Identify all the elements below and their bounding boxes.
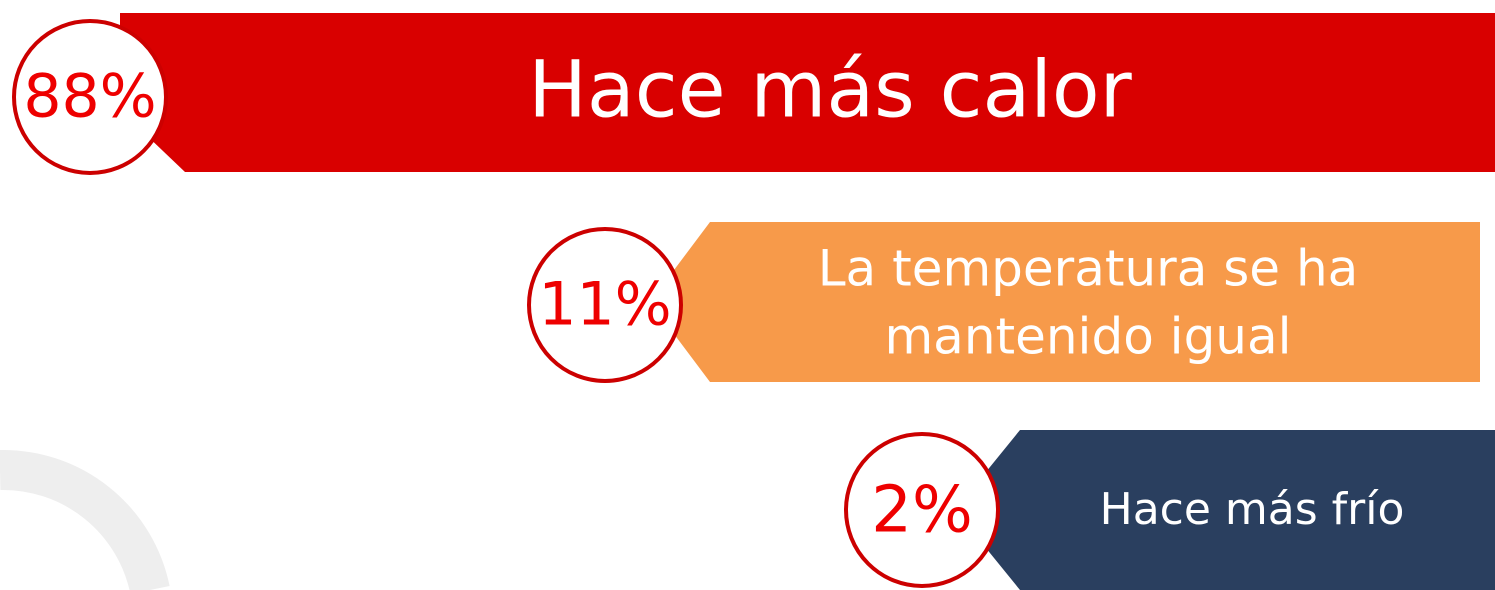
- percent: 11%: [538, 270, 671, 340]
- label-line: La temperatura se ha: [818, 240, 1359, 298]
- percent-circle: [527, 227, 683, 383]
- label-line: mantenido igual: [884, 308, 1291, 366]
- label: Hace más frío: [1100, 484, 1405, 535]
- label: Hace más calor: [528, 45, 1132, 135]
- percent-circle: [12, 19, 168, 175]
- percent: 88%: [23, 62, 156, 132]
- banner-orange: [650, 222, 1480, 382]
- percent: 2%: [871, 474, 973, 548]
- percent-circle: [844, 432, 1000, 588]
- banner-navy: [955, 430, 1495, 590]
- banner-red: [120, 13, 1495, 172]
- decor-arc: [0, 449, 170, 590]
